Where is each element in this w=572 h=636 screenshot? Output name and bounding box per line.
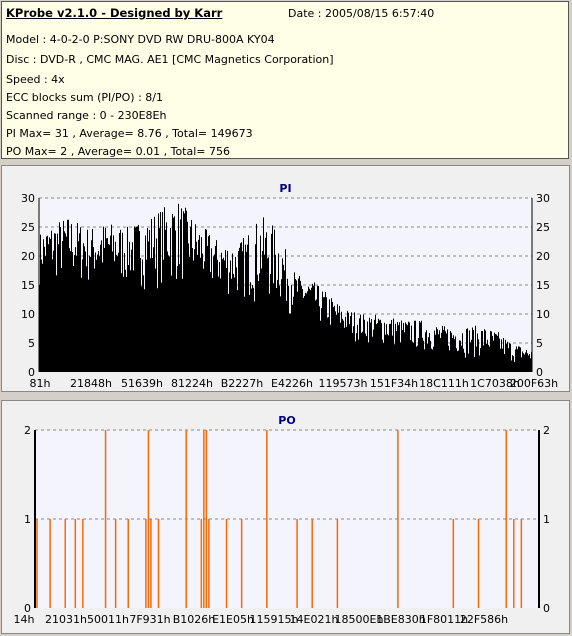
y-tick-label-right: 15 <box>536 279 550 292</box>
x-tick-label: 7F931h <box>129 613 170 626</box>
pi-chart: 0 0 5 5 10 10 15 15 20 20 25 25 30 30 81h 21848h 51639h 8… <box>21 182 558 390</box>
y-tick-label-left: 20 <box>21 250 35 263</box>
range-line: Scanned range : 0 - 230E8Eh <box>6 109 167 122</box>
x-tick-label: 22F586h <box>460 613 508 626</box>
info-panel: KProbe v2.1.0 - Designed by Karr Date : … <box>1 1 569 159</box>
x-tick-label: 151F34h <box>370 377 418 390</box>
x-tick-label: 18500Eh <box>335 613 384 626</box>
ecc-line: ECC blocks sum (PI/PO) : 8/1 <box>6 91 163 104</box>
x-tick-label: 115915h <box>250 613 299 626</box>
x-tick-label: 21031h <box>45 613 87 626</box>
scan-date: Date : 2005/08/15 6:57:40 <box>288 7 435 20</box>
x-tick-label: 51639h <box>121 377 163 390</box>
po-chart-panel: 0 0 1 1 2 2 14h 21031h 50011h 7F931h B1026h E1E05h 1… <box>1 400 570 634</box>
x-tick-label: E1E05h <box>212 613 254 626</box>
pi-chart-panel: 0 0 5 5 10 10 15 15 20 20 25 25 30 30 81h 21848h 51639h 8… <box>1 165 570 392</box>
x-tick-label: 1BE830h <box>376 613 425 626</box>
y-tick-label-left: 25 <box>21 221 35 234</box>
y-tick-label-right: 25 <box>536 221 550 234</box>
y-tick-label-left: 15 <box>21 279 35 292</box>
x-tick-label: 1C7038h <box>470 377 520 390</box>
y-tick-label-left: 0 <box>28 366 35 379</box>
y-tick-label-left: 0 <box>24 602 31 615</box>
y-tick-label-left: 10 <box>21 308 35 321</box>
y-tick-label-right: 10 <box>536 308 550 321</box>
y-tick-label-left: 1 <box>24 513 31 526</box>
chart-title: PO <box>278 414 295 427</box>
y-tick-label-right: 2 <box>543 424 550 437</box>
y-tick-label-left: 30 <box>21 192 35 205</box>
x-tick-label: 200F63h <box>510 377 558 390</box>
x-tick-label: 18C111h <box>419 377 469 390</box>
pi-stats-line: PI Max= 31 , Average= 8.76 , Total= 1496… <box>6 127 253 140</box>
app-title: KProbe v2.1.0 - Designed by Karr <box>6 6 223 20</box>
x-tick-label: 119573h <box>319 377 368 390</box>
x-tick-label: 14h <box>14 613 35 626</box>
speed-line: Speed : 4x <box>6 73 65 86</box>
y-tick-label-right: 30 <box>536 192 550 205</box>
y-tick-label-right: 5 <box>536 337 543 350</box>
model-line: Model : 4-0-2-0 P:SONY DVD RW DRU-800A K… <box>6 33 275 46</box>
y-tick-label-left: 2 <box>24 424 31 437</box>
x-tick-label: 50011h <box>87 613 129 626</box>
x-tick-label: 21848h <box>70 377 112 390</box>
y-tick-label-right: 0 <box>543 602 550 615</box>
x-tick-label: E4226h <box>271 377 313 390</box>
chart-title: PI <box>279 182 291 195</box>
x-tick-label: 81224h <box>171 377 213 390</box>
x-tick-label: 81h <box>30 377 51 390</box>
x-tick-label: 1F8011h <box>420 613 468 626</box>
x-tick-label: 14E021h <box>290 613 339 626</box>
y-tick-label-right: 0 <box>536 366 543 379</box>
x-tick-label: B2227h <box>221 377 264 390</box>
po-stats-line: PO Max= 2 , Average= 0.01 , Total= 756 <box>6 145 230 158</box>
disc-line: Disc : DVD-R , CMC MAG. AE1 [CMC Magneti… <box>6 53 334 66</box>
y-tick-label-right: 20 <box>536 250 550 263</box>
y-tick-label-right: 1 <box>543 513 550 526</box>
x-tick-label: B1026h <box>173 613 216 626</box>
y-tick-label-left: 5 <box>28 337 35 350</box>
